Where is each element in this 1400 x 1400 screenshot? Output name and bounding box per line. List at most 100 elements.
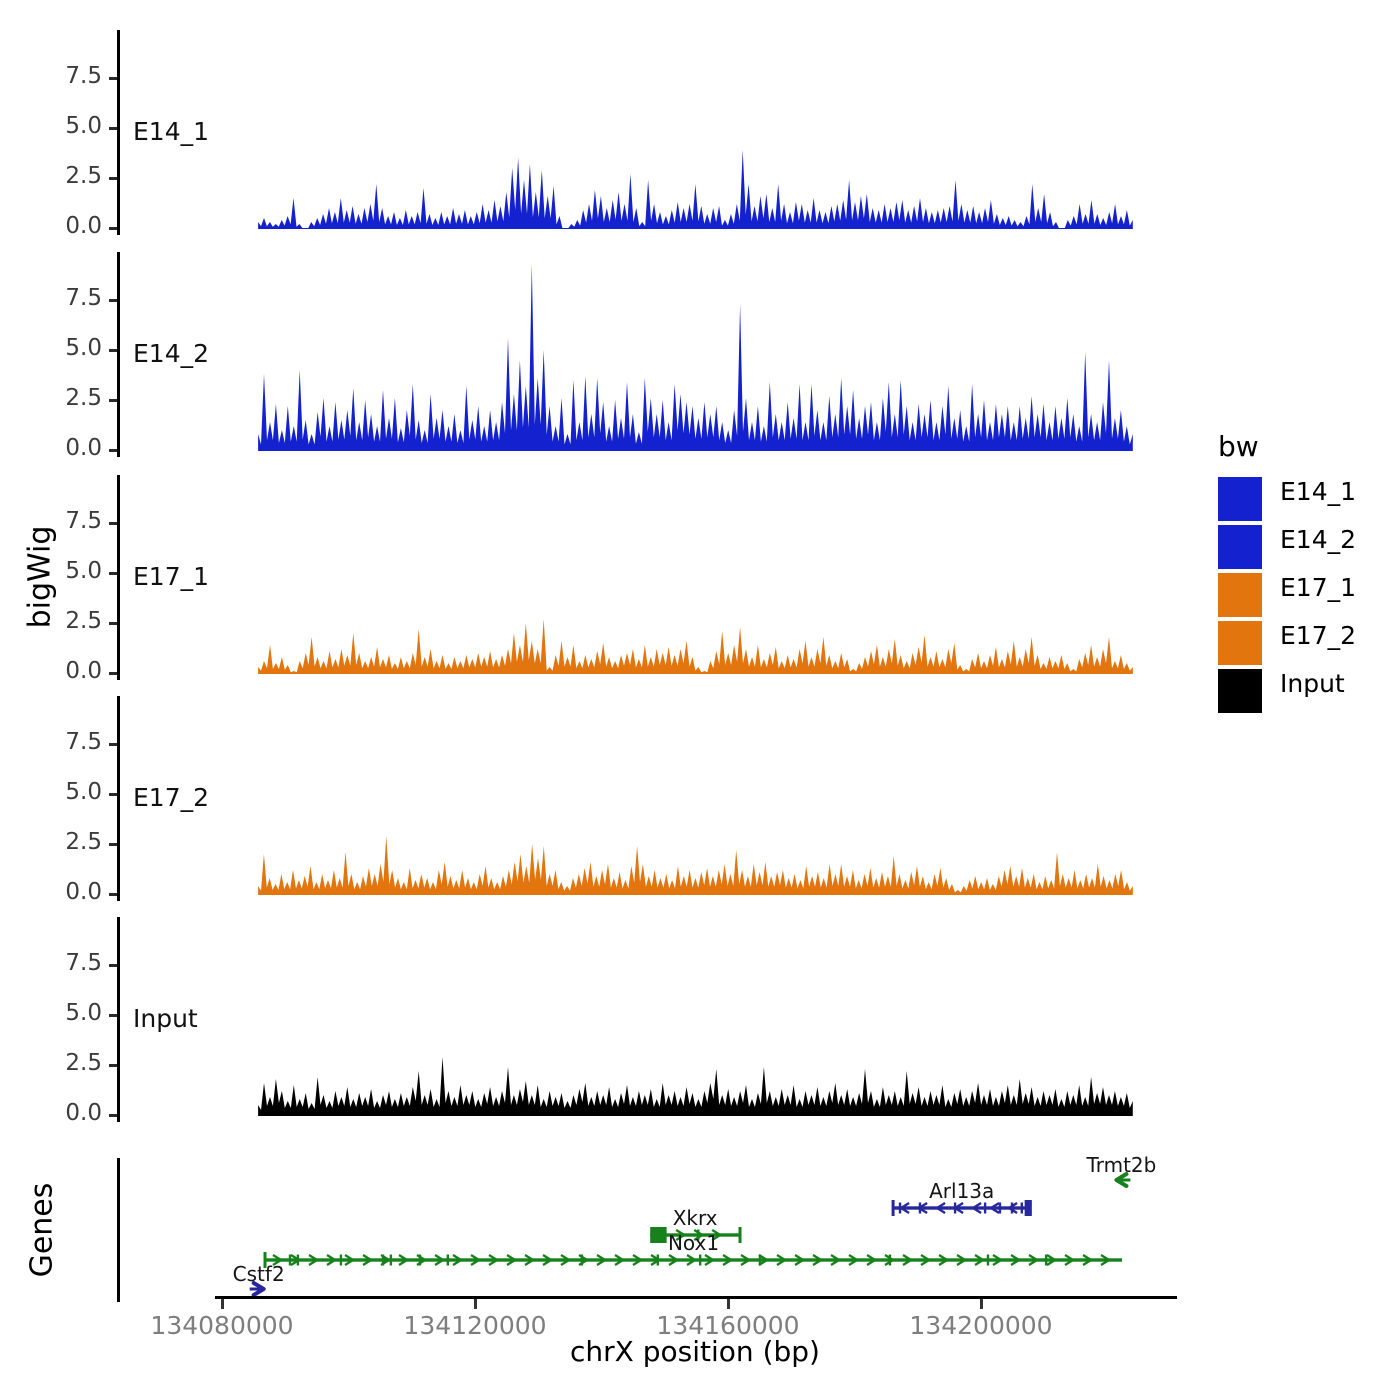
track-label: E14_2 xyxy=(133,338,210,368)
gene-strand-arrow xyxy=(308,1253,320,1267)
gene-strand-arrow xyxy=(758,1253,770,1267)
gene-strand-arrow xyxy=(934,1201,946,1215)
gene-strand-arrow xyxy=(596,1253,608,1267)
gene-end-bar xyxy=(738,1227,742,1243)
gene-thick-exon xyxy=(650,1227,667,1243)
gene-strand-arrow xyxy=(434,1253,446,1267)
y-tick-label: 0.0 xyxy=(65,435,102,461)
y-tick xyxy=(109,299,117,302)
gene-label: Xkrx xyxy=(673,1206,718,1230)
x-tick xyxy=(726,1299,730,1309)
gene-strand-arrow xyxy=(470,1253,482,1267)
gene-strand-arrow xyxy=(920,1253,932,1267)
gene-strand-arrow xyxy=(452,1253,464,1267)
y-axis-line xyxy=(117,696,120,901)
gene-Arl13a: Arl13a xyxy=(891,1179,1032,1216)
gene-strand-arrow xyxy=(974,1253,986,1267)
y-tick-label: 2.5 xyxy=(65,385,102,411)
gene-strand-arrow xyxy=(866,1253,878,1267)
gene-body xyxy=(893,1206,1031,1210)
gene-strand-arrow xyxy=(848,1253,860,1267)
gene-label: Trmt2b xyxy=(1085,1155,1156,1177)
gene-exon xyxy=(418,1254,422,1266)
gene-exon xyxy=(580,1254,584,1266)
gene-strand-arrow xyxy=(812,1253,824,1267)
coverage-area xyxy=(258,836,1133,895)
gene-strand-arrow xyxy=(632,1253,644,1267)
y-tick xyxy=(109,964,117,967)
gene-strand-arrow xyxy=(488,1253,500,1267)
legend-swatch-E17_2 xyxy=(1218,621,1262,665)
coverage-track-E14_1 xyxy=(258,150,1133,229)
y-tick xyxy=(109,793,117,796)
x-tick-label: 134200000 xyxy=(909,1311,1053,1340)
gene-strand-arrow xyxy=(524,1253,536,1267)
gene-strand-arrow xyxy=(1028,1253,1040,1267)
gene-strand-arrow xyxy=(1010,1253,1022,1267)
coverage-area xyxy=(258,619,1133,674)
gene-Nox1: Nox1 xyxy=(263,1231,1123,1268)
gene-exon xyxy=(983,1202,987,1214)
gene-strand-arrow xyxy=(657,1228,669,1242)
gene-strand-arrow xyxy=(722,1253,734,1267)
gene-label: Arl13a xyxy=(929,1179,994,1203)
y-tick-label: 7.5 xyxy=(65,508,102,534)
gene-strand-arrow xyxy=(686,1253,698,1267)
y-tick-label: 0.0 xyxy=(65,213,102,239)
gene-thick-exon xyxy=(1024,1200,1031,1216)
y-tick xyxy=(109,672,117,675)
gene-strand-arrow xyxy=(704,1253,716,1267)
y-tick-label: 2.5 xyxy=(65,163,102,189)
legend-label-E17_1: E17_1 xyxy=(1280,573,1357,602)
gene-strand-arrow xyxy=(290,1253,302,1267)
gene-exon xyxy=(758,1254,762,1266)
y-tick-label: 2.5 xyxy=(65,829,102,855)
gene-strand-arrow xyxy=(956,1253,968,1267)
coverage-area xyxy=(258,1057,1133,1116)
y-tick xyxy=(109,349,117,352)
y-tick xyxy=(109,77,117,80)
y-tick xyxy=(109,227,117,230)
gene-strand-arrow xyxy=(898,1201,910,1215)
y-tick xyxy=(109,177,117,180)
genes-axis-line xyxy=(117,1158,120,1302)
x-tick-label: 134160000 xyxy=(656,1311,800,1340)
y-tick-label: 7.5 xyxy=(65,285,102,311)
gene-strand-arrow xyxy=(650,1253,662,1267)
x-tick xyxy=(979,1299,983,1309)
gene-label: Nox1 xyxy=(668,1231,719,1255)
gene-strand-arrow xyxy=(952,1201,964,1215)
gene-exon xyxy=(1020,1202,1023,1214)
coverage-track-E14_2 xyxy=(258,264,1133,451)
gene-strand-arrow xyxy=(362,1253,374,1267)
gene-exon xyxy=(698,1254,702,1266)
gene-strand-arrow xyxy=(970,1201,982,1215)
gene-strand-arrow xyxy=(902,1253,914,1267)
gene-exon xyxy=(888,1254,892,1266)
coverage-track-Input xyxy=(258,1057,1133,1116)
x-axis-title: chrX position (bp) xyxy=(570,1335,820,1368)
y-tick-label: 5.0 xyxy=(65,1000,102,1026)
gene-strand-arrow xyxy=(560,1253,572,1267)
gene-strand-arrow xyxy=(272,1253,284,1267)
y-tick-label: 0.0 xyxy=(65,658,102,684)
track-label: E17_1 xyxy=(133,561,210,591)
y-tick xyxy=(109,893,117,896)
legend-swatch-E17_1 xyxy=(1218,573,1262,617)
x-tick xyxy=(220,1299,224,1309)
gene-strand-arrow xyxy=(1082,1253,1094,1267)
x-tick-label: 134080000 xyxy=(150,1311,294,1340)
coverage-area xyxy=(258,264,1133,451)
y-tick xyxy=(109,127,117,130)
coverage-track-E17_1 xyxy=(258,619,1133,674)
y-tick xyxy=(109,572,117,575)
legend-label-E17_2: E17_2 xyxy=(1280,621,1357,650)
y-tick-label: 0.0 xyxy=(65,879,102,905)
gene-exon xyxy=(446,1254,450,1266)
gene-exon xyxy=(986,1254,990,1266)
gene-strand-arrow xyxy=(578,1253,590,1267)
gene-strand-arrow xyxy=(1100,1253,1112,1267)
gene-exon xyxy=(288,1254,292,1266)
gene-strand-arrow xyxy=(614,1253,626,1267)
y-tick xyxy=(109,399,117,402)
